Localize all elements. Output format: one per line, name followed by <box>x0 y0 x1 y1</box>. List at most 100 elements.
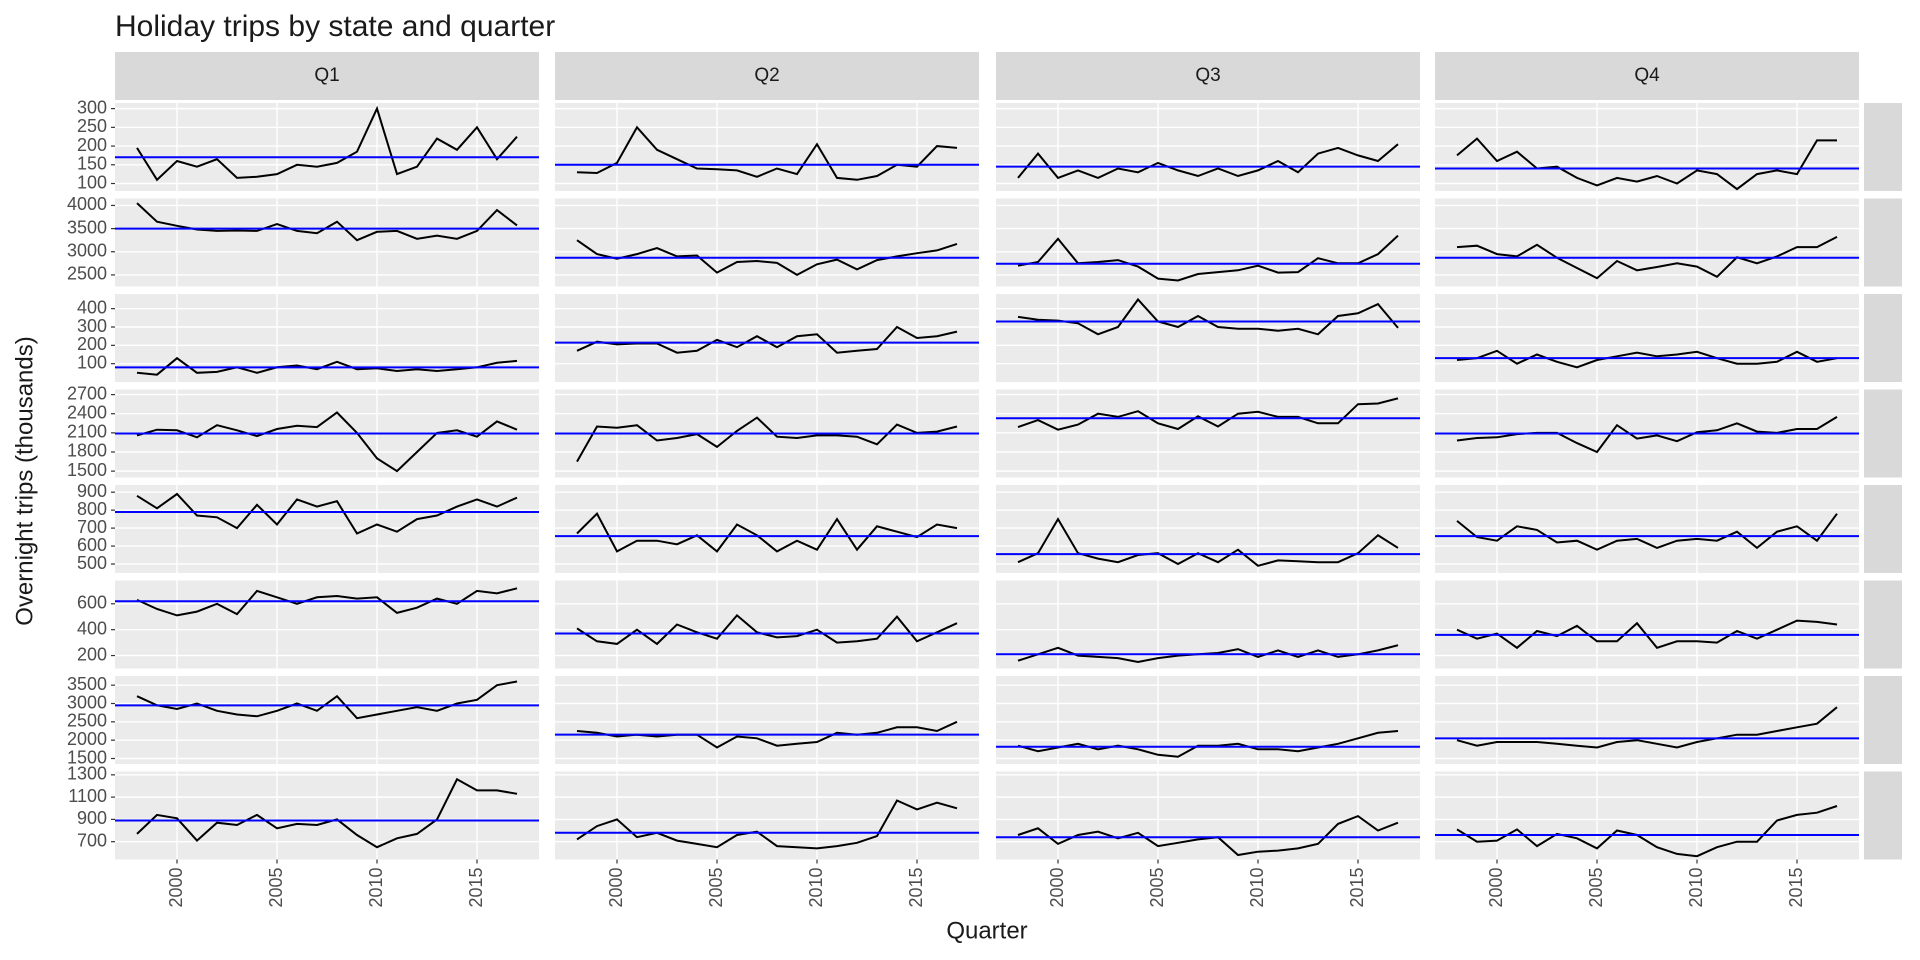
series-line <box>1456 805 1838 858</box>
panel-background <box>115 485 539 573</box>
series-line <box>1017 397 1399 431</box>
series-line <box>136 492 518 535</box>
panel-background <box>555 580 979 669</box>
panel-background <box>1435 103 1859 191</box>
column-strip <box>555 52 979 100</box>
column-strip <box>115 52 539 100</box>
x-tick-label: 2015 <box>1786 868 1806 908</box>
panel-background <box>1435 676 1859 764</box>
x-axis-label: Quarter <box>946 917 1027 944</box>
panel-background <box>115 103 539 191</box>
series-line <box>136 105 518 182</box>
x-tick-label: 2000 <box>606 868 626 908</box>
y-tick-label: 3000 <box>67 241 107 261</box>
panel-background <box>555 676 979 764</box>
y-tick-label: 2500 <box>67 264 107 284</box>
y-tick-label: 2100 <box>67 422 107 442</box>
y-tick-label: 3500 <box>67 217 107 237</box>
series-line <box>1456 706 1838 749</box>
series-line <box>136 587 518 617</box>
row-strip <box>1864 198 1902 287</box>
series-line <box>576 613 958 646</box>
column-strip-label: Q4 <box>1634 65 1660 86</box>
y-tick-label: 200 <box>77 334 107 354</box>
series-line <box>576 799 958 850</box>
series-line <box>1017 730 1399 758</box>
y-tick-label: 900 <box>77 808 107 828</box>
x-tick-label: 2005 <box>706 868 726 908</box>
series-line <box>136 777 518 849</box>
y-tick-label: 700 <box>77 517 107 537</box>
y-tick-label: 900 <box>77 481 107 501</box>
series-line <box>576 416 958 463</box>
y-tick-label: 600 <box>77 535 107 555</box>
row-strip <box>1864 771 1902 860</box>
column-strip-label: Q3 <box>1195 65 1220 86</box>
panel-background <box>996 103 1420 191</box>
x-tick-label: 2015 <box>906 868 926 908</box>
panel-background <box>115 198 539 287</box>
row-strip <box>1864 294 1902 382</box>
panel-background <box>555 771 979 860</box>
series-line <box>136 411 518 473</box>
y-tick-label: 2400 <box>67 402 107 422</box>
y-tick-label: 300 <box>77 316 107 336</box>
panel-background <box>555 198 979 287</box>
x-tick-label: 2010 <box>1247 868 1267 908</box>
panel-background <box>115 580 539 669</box>
panel-background <box>115 771 539 860</box>
y-tick-label: 1500 <box>67 460 107 480</box>
y-tick-label: 4000 <box>67 194 107 214</box>
x-tick-label: 2005 <box>1147 868 1167 908</box>
x-tick-label: 2015 <box>466 868 486 908</box>
series-line <box>1456 349 1838 369</box>
column-strip-label: Q2 <box>754 65 779 86</box>
x-tick-label: 2005 <box>1586 868 1606 908</box>
y-tick-label: 400 <box>77 618 107 638</box>
row-strip <box>1864 103 1902 191</box>
panel-background <box>1435 198 1859 287</box>
y-tick-label: 400 <box>77 297 107 317</box>
y-tick-label: 700 <box>77 830 107 850</box>
column-strip <box>1435 52 1859 100</box>
y-tick-label: 600 <box>77 593 107 613</box>
y-tick-label: 3000 <box>67 692 107 712</box>
panel-background <box>1435 294 1859 382</box>
y-tick-label: 3500 <box>67 674 107 694</box>
y-tick-label: 300 <box>77 97 107 117</box>
panel-background <box>555 103 979 191</box>
panel-background <box>996 485 1420 573</box>
y-tick-label: 2700 <box>67 383 107 403</box>
x-tick-label: 2000 <box>1047 868 1067 908</box>
series-line <box>1017 143 1399 180</box>
y-tick-label: 100 <box>77 352 107 372</box>
y-tick-label: 2500 <box>67 711 107 731</box>
series-line <box>576 125 958 181</box>
x-tick-label: 2010 <box>1686 868 1706 908</box>
series-line <box>1456 137 1837 191</box>
column-strip <box>996 52 1420 100</box>
y-tick-label: 500 <box>77 553 107 573</box>
y-tick-label: 200 <box>77 644 107 664</box>
y-tick-label: 250 <box>77 116 107 136</box>
panel-background <box>1435 771 1859 860</box>
series-line <box>1456 513 1838 551</box>
y-tick-label: 800 <box>77 499 107 519</box>
x-tick-label: 2000 <box>1486 868 1506 908</box>
panel-background <box>996 676 1420 764</box>
x-tick-label: 2010 <box>806 868 826 908</box>
panel-background <box>555 485 979 573</box>
column-strip-label: Q1 <box>314 65 339 86</box>
y-tick-label: 1500 <box>67 747 107 767</box>
y-tick-label: 2000 <box>67 729 107 749</box>
x-tick-label: 2000 <box>166 868 186 908</box>
y-tick-label: 1800 <box>67 441 107 461</box>
y-tick-label: 1300 <box>67 764 107 784</box>
y-tick-label: 200 <box>77 135 107 155</box>
x-tick-label: 2010 <box>366 868 386 908</box>
panel-background <box>115 294 539 382</box>
y-tick-label: 100 <box>77 172 107 192</box>
x-tick-label: 2005 <box>266 868 286 908</box>
chart-title: Holiday trips by state and quarter <box>115 10 555 43</box>
